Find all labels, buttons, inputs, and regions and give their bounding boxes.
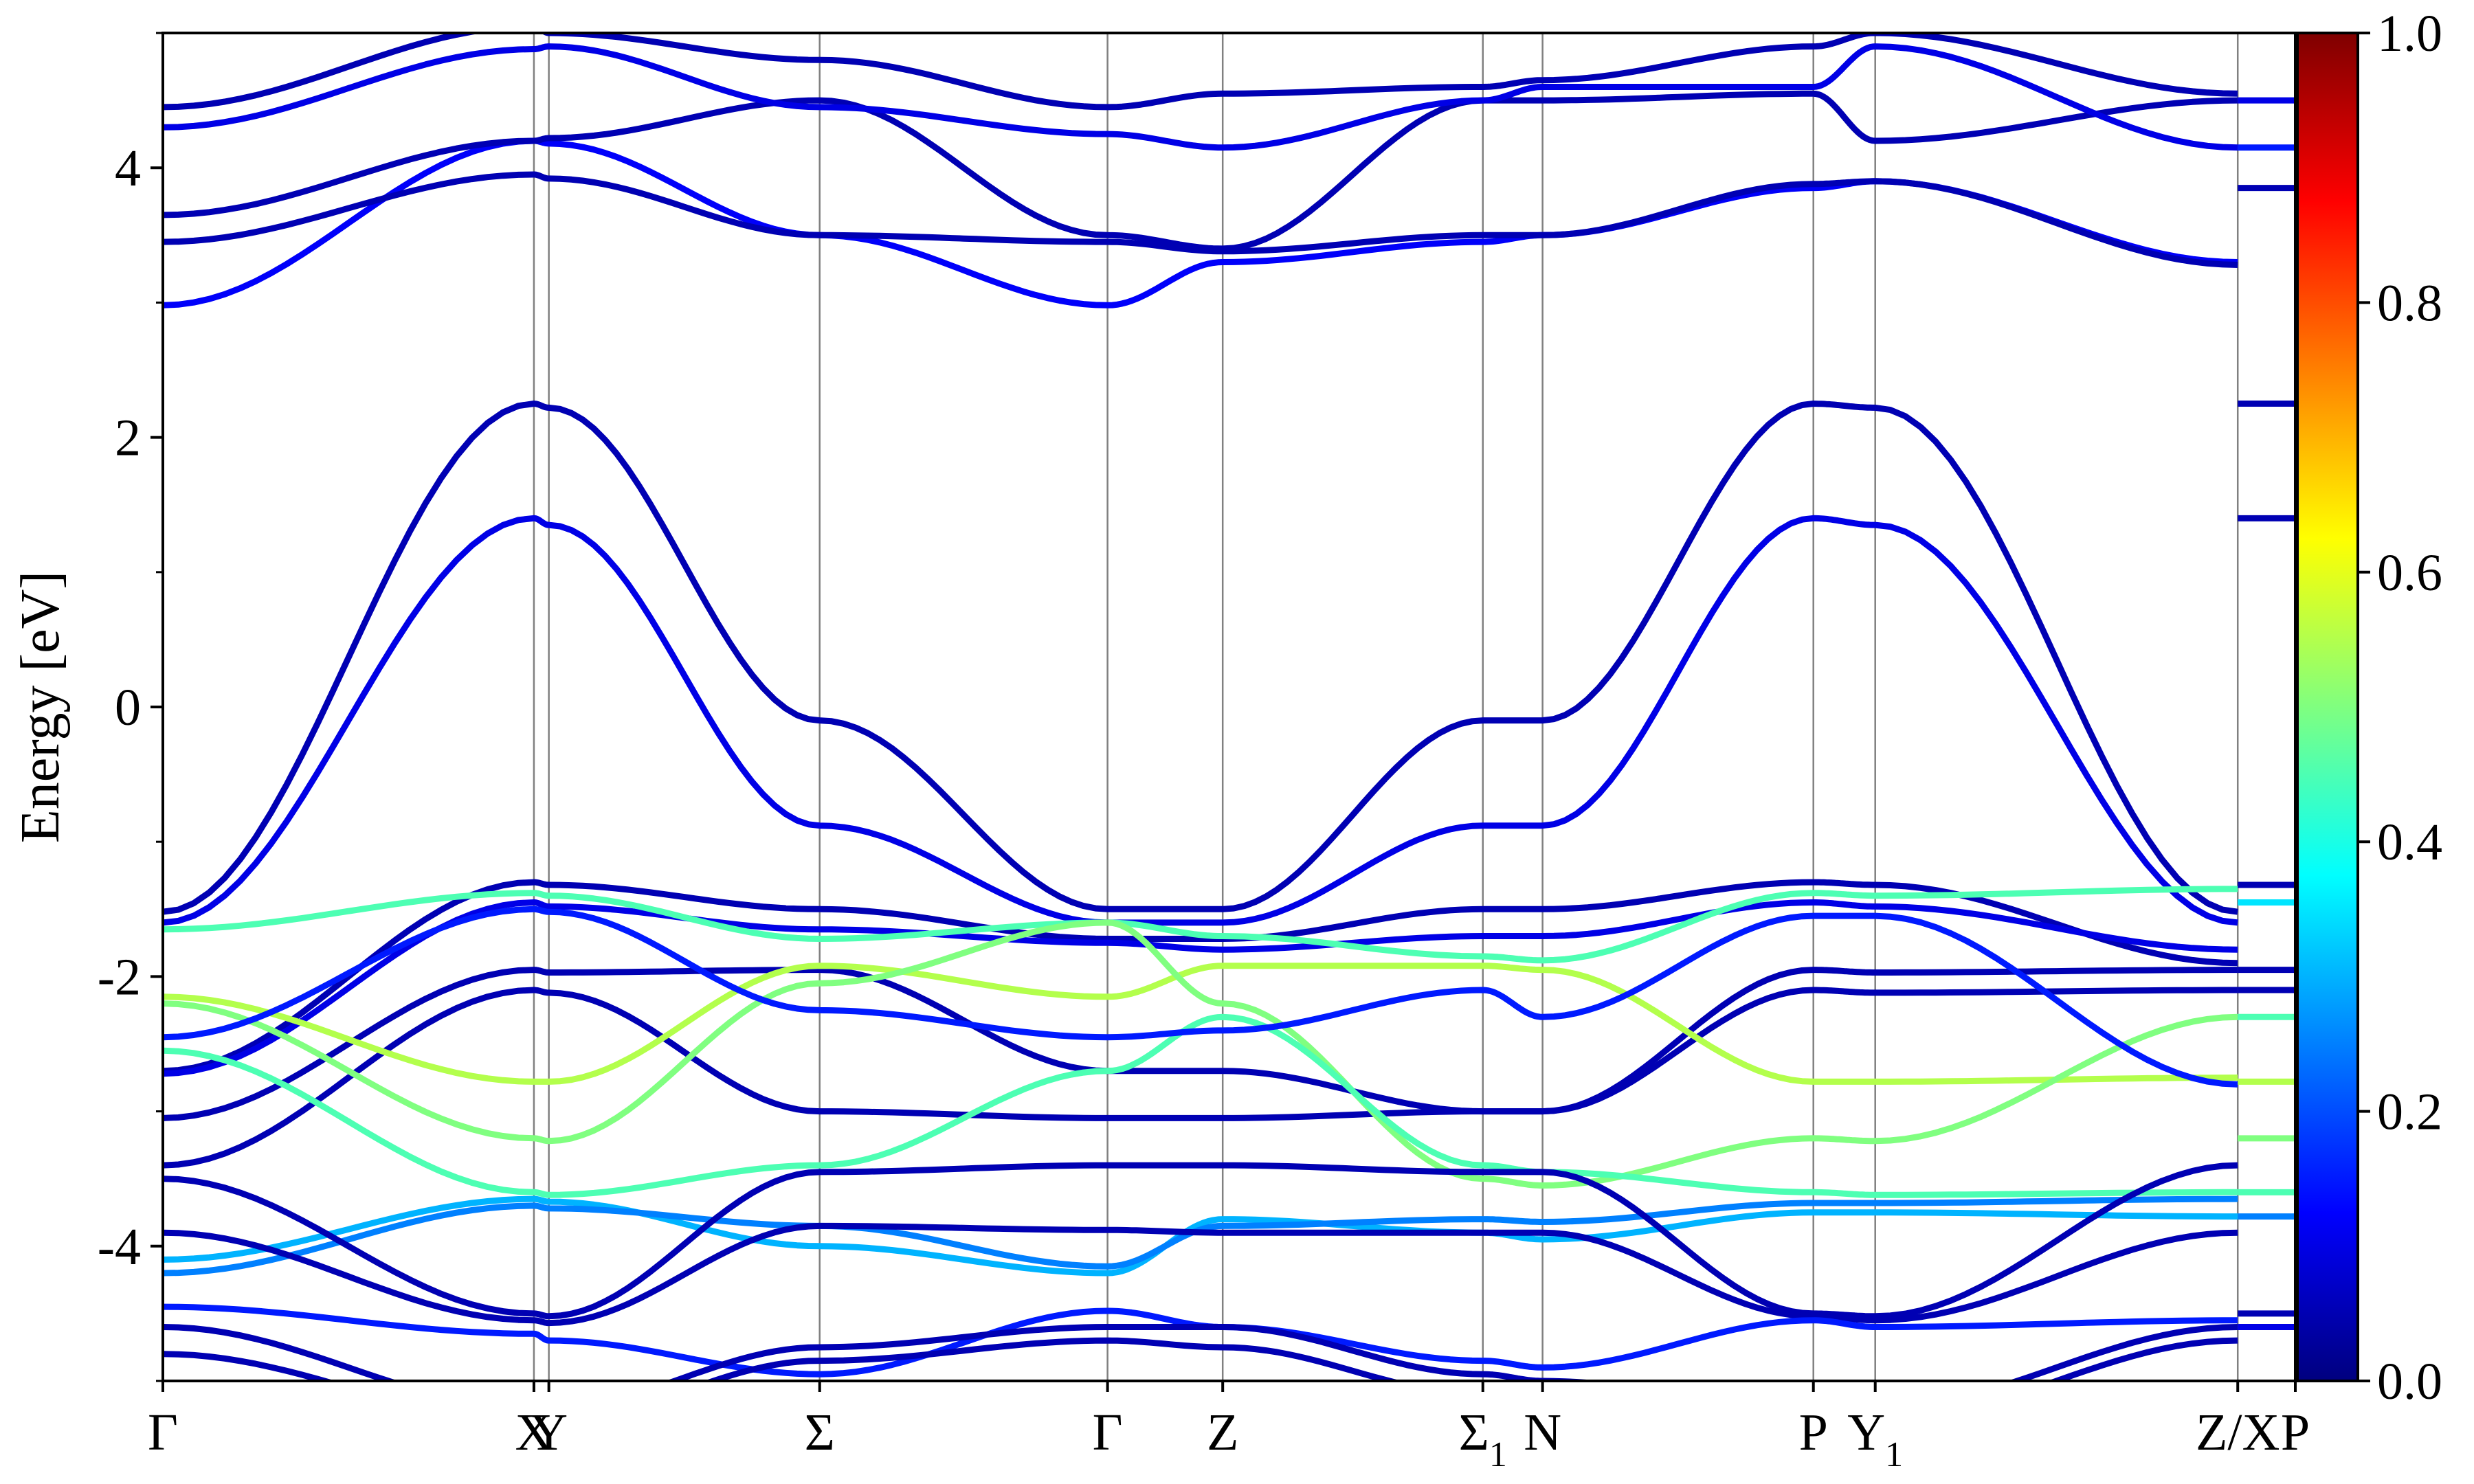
kpoint-label: Y1 <box>1847 1404 1903 1474</box>
band-line <box>163 1013 2238 1198</box>
band-line <box>163 1195 2238 1277</box>
kpoint-label-subscript: 1 <box>1489 1435 1507 1474</box>
kpoint-label: Z/X <box>2196 1404 2280 1461</box>
band-line <box>163 963 2238 1085</box>
band-line <box>163 919 2238 1189</box>
y-axis-title: Energy [eV] <box>10 571 71 843</box>
band-line <box>163 137 2238 308</box>
kpoint-label: N <box>1524 1404 1561 1461</box>
band-line <box>163 401 2238 915</box>
band-line <box>163 1337 2238 1381</box>
band-line <box>163 906 2238 1088</box>
band-line <box>163 1222 2238 1327</box>
kpoint-label: Y <box>530 1404 568 1461</box>
kpoint-label: P <box>1799 1404 1828 1461</box>
kpoint-label: Γ <box>1093 1404 1123 1461</box>
kpoint-label: P <box>2281 1404 2310 1461</box>
colorbar-tick-label: 0.2 <box>2377 1083 2442 1141</box>
band-line <box>163 90 2238 252</box>
colorbar-tick-label: 0.6 <box>2377 544 2442 602</box>
y-tick-label: -2 <box>98 948 141 1006</box>
kpoint-label-subscript: 1 <box>1885 1435 1903 1474</box>
band-line <box>163 43 2238 151</box>
colorbar-tick-label: 1.0 <box>2377 5 2442 63</box>
kpoint-label: Z <box>1207 1404 1238 1461</box>
colorbar-tick-label: 0.4 <box>2377 813 2442 871</box>
kpoint-label: Γ <box>148 1404 178 1461</box>
kpoint-label: Σ <box>805 1404 835 1461</box>
colorbar-tick-label: 0.8 <box>2377 274 2442 332</box>
y-tick-label: 0 <box>115 679 141 737</box>
colorbar-tick-label: 0.0 <box>2377 1353 2442 1410</box>
band-line <box>163 899 2238 1077</box>
band-line <box>163 171 2238 268</box>
band-line <box>163 515 2238 926</box>
band-line <box>163 1195 2238 1277</box>
band-line <box>163 987 2238 1169</box>
y-tick-label: 2 <box>115 409 141 467</box>
band-line <box>163 1324 2238 1381</box>
band-line <box>163 886 2238 964</box>
y-tick-label: -4 <box>98 1218 141 1276</box>
kpoint-label: X <box>515 1404 553 1461</box>
colorbar <box>2296 32 2359 1382</box>
band-line <box>163 33 2238 111</box>
plot-frame <box>161 32 2297 1382</box>
kpoint-label: Σ1 <box>1459 1404 1507 1474</box>
y-tick-label: 4 <box>115 139 141 197</box>
band-line <box>163 967 2238 1121</box>
band-line <box>163 1162 2238 1320</box>
